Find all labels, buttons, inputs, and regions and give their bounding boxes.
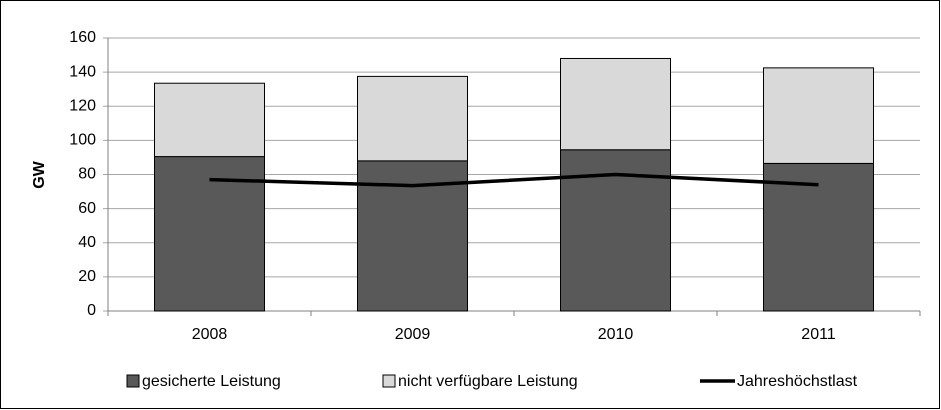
- x-tick-label: 2008: [192, 326, 228, 343]
- y-tick-label: 20: [78, 268, 96, 285]
- y-tick-label: 160: [69, 29, 96, 46]
- legend-label: nicht verfügbare Leistung: [398, 373, 578, 390]
- bar-segment: [763, 162, 874, 312]
- x-tick-label: 2009: [395, 326, 431, 343]
- y-tick-label: 80: [78, 166, 96, 183]
- bar-segment: [154, 82, 265, 158]
- bar-segment: [357, 75, 468, 162]
- legend-label: Jahreshöchstlast: [737, 373, 858, 390]
- y-axis-label: GW: [31, 160, 48, 188]
- legend-swatch: [126, 374, 140, 388]
- y-tick-label: 0: [87, 302, 96, 319]
- y-tick-label: 100: [69, 132, 96, 149]
- line-series: [209, 172, 819, 188]
- bar-segment: [763, 67, 874, 164]
- legend-label: gesicherte Leistung: [142, 373, 281, 390]
- x-tick-label: 2011: [801, 326, 836, 343]
- legend-swatch: [382, 374, 396, 388]
- x-tick-label: 2010: [598, 326, 634, 343]
- y-tick-label: 40: [78, 234, 96, 251]
- y-tick-label: 120: [69, 97, 96, 114]
- bar-segment: [560, 57, 671, 151]
- y-tick-label: 140: [69, 63, 96, 80]
- y-tick-label: 60: [78, 200, 96, 217]
